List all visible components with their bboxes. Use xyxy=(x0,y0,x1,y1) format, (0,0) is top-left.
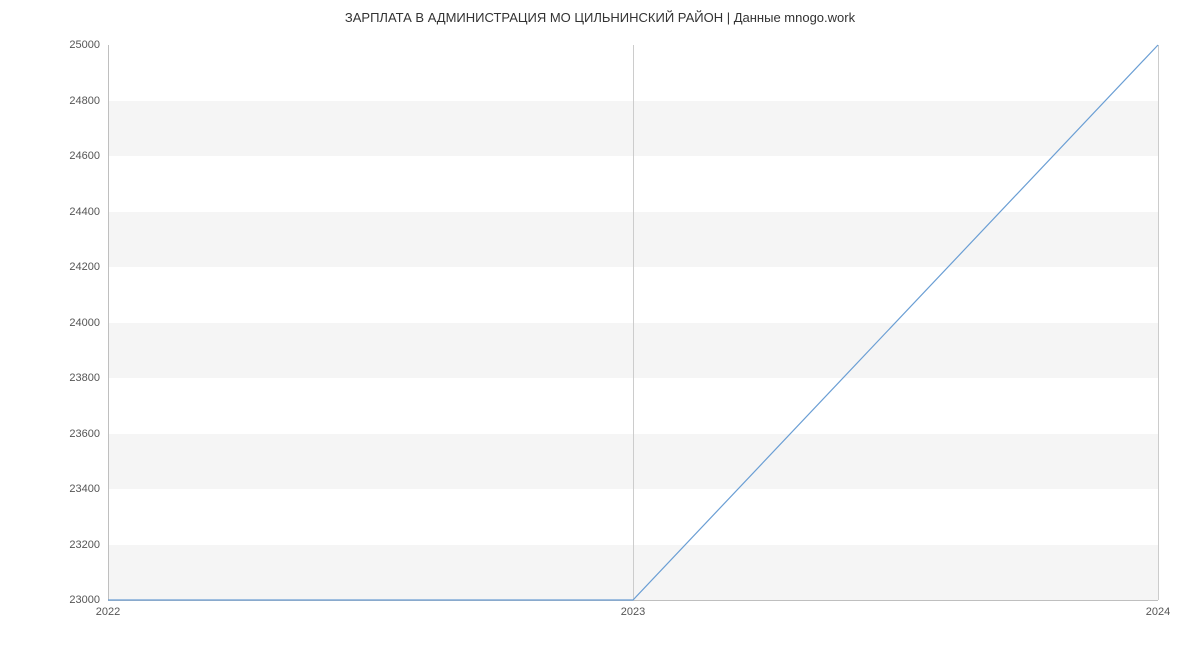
y-tick-label: 24200 xyxy=(69,261,100,273)
line-layer xyxy=(108,45,1158,600)
plot-area: 2300023200234002360023800240002420024400… xyxy=(108,45,1158,600)
y-tick-label: 24400 xyxy=(69,206,100,218)
x-tick-label: 2023 xyxy=(621,606,645,618)
x-tick-label: 2022 xyxy=(96,606,120,618)
salary-chart: ЗАРПЛАТА В АДМИНИСТРАЦИЯ МО ЦИЛЬНИНСКИЙ … xyxy=(0,0,1200,650)
x-gridline xyxy=(1158,45,1159,600)
chart-title: ЗАРПЛАТА В АДМИНИСТРАЦИЯ МО ЦИЛЬНИНСКИЙ … xyxy=(0,10,1200,25)
y-tick-label: 23400 xyxy=(69,483,100,495)
y-tick-label: 23800 xyxy=(69,372,100,384)
y-tick-label: 24600 xyxy=(69,150,100,162)
series-line xyxy=(108,45,1158,600)
y-tick-label: 23200 xyxy=(69,539,100,551)
y-tick-label: 25000 xyxy=(69,39,100,51)
y-tick-label: 23600 xyxy=(69,428,100,440)
y-tick-label: 24800 xyxy=(69,95,100,107)
x-tick-label: 2024 xyxy=(1146,606,1170,618)
y-tick-label: 23000 xyxy=(69,594,100,606)
y-tick-label: 24000 xyxy=(69,317,100,329)
